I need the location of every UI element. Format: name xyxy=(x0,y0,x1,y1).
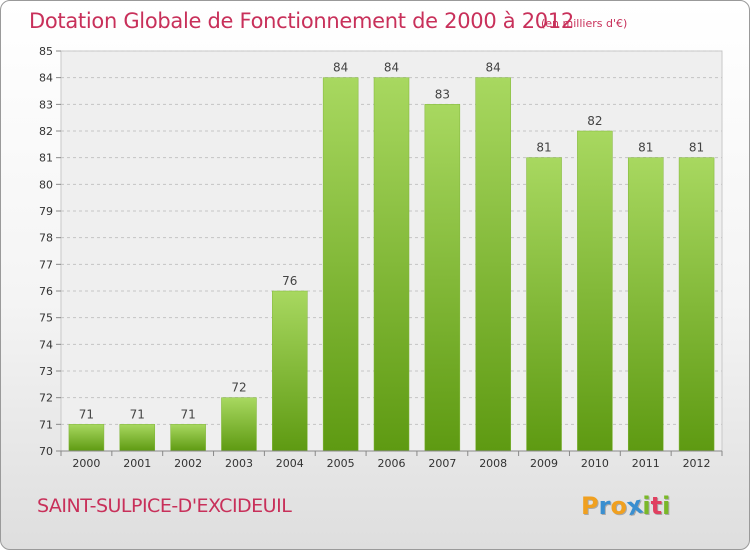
logo-letter: o xyxy=(610,492,627,520)
y-tick-label: 79 xyxy=(39,205,53,218)
logo-letter: P xyxy=(581,492,599,520)
y-tick-label: 78 xyxy=(39,232,53,245)
x-tick-label: 2008 xyxy=(479,457,507,470)
data-label: 76 xyxy=(282,274,297,288)
bar-2003 xyxy=(221,397,257,452)
data-label: 71 xyxy=(180,407,195,421)
y-tick-label: 82 xyxy=(39,125,53,138)
bar-2010 xyxy=(577,130,613,452)
bar-2011 xyxy=(627,157,664,452)
bars: 71 71 71 72 76 84 84 83 84 81 82 81 81 xyxy=(68,61,715,452)
bar-2000 xyxy=(68,424,105,452)
x-tick-label: 2004 xyxy=(276,457,304,470)
bar-2002 xyxy=(170,424,206,452)
y-tick-label: 77 xyxy=(39,258,53,271)
x-tick-label: 2007 xyxy=(428,457,456,470)
data-label: 72 xyxy=(231,381,246,395)
x-tick-label: 2012 xyxy=(683,457,711,470)
data-label: 84 xyxy=(486,61,501,75)
y-tick-label: 70 xyxy=(39,445,53,458)
x-tick-label: 2003 xyxy=(225,457,253,470)
y-tick-label: 76 xyxy=(39,285,53,298)
data-label: 84 xyxy=(333,61,348,75)
y-tick-label: 71 xyxy=(39,418,53,431)
x-tick-label: 2005 xyxy=(327,457,355,470)
logo-letter: r xyxy=(598,492,611,520)
x-tick-label: 2009 xyxy=(530,457,558,470)
bar-2007 xyxy=(424,104,461,452)
y-tick-label: 80 xyxy=(39,178,53,191)
y-tick-label: 85 xyxy=(39,45,53,58)
y-tick-label: 75 xyxy=(39,312,53,325)
x-tick-label: 2011 xyxy=(632,457,660,470)
x-tick-label: 2000 xyxy=(72,457,100,470)
y-tick-label: 74 xyxy=(39,338,53,351)
bar-2004 xyxy=(272,290,308,452)
y-tick-label: 81 xyxy=(39,152,53,165)
commune-name: SAINT-SULPICE-D'EXCIDEUIL xyxy=(37,495,292,517)
y-tick-label: 83 xyxy=(39,98,53,111)
y-tick-label: 73 xyxy=(39,365,53,378)
chart-title: Dotation Globale de Fonctionnement de 20… xyxy=(29,9,574,33)
data-label: 81 xyxy=(536,141,551,155)
proxiti-logo[interactable]: Proxiti xyxy=(581,491,671,522)
data-label: 83 xyxy=(435,87,450,101)
x-tick-label: 2001 xyxy=(123,457,151,470)
bar-2012 xyxy=(678,157,715,452)
logo-letter: i xyxy=(662,492,671,520)
bar-2006 xyxy=(373,77,410,452)
y-tick-label: 72 xyxy=(39,392,53,405)
logo-letter: t xyxy=(650,492,663,520)
data-label: 81 xyxy=(638,141,653,155)
bar-2005 xyxy=(322,77,359,452)
data-label: 71 xyxy=(130,407,145,421)
x-axis: 2000 2001 2002 2003 2004 2005 2006 2007 2008 2009… xyxy=(60,450,723,470)
data-label: 84 xyxy=(384,61,399,75)
y-axis: 70 71 72 73 74 75 76 77 78 79 80 81 82 83 84 85 xyxy=(39,45,61,458)
data-label: 71 xyxy=(79,407,94,421)
bar-2009 xyxy=(526,157,562,452)
y-tick-label: 84 xyxy=(39,72,53,85)
chart-unit: (en milliers d'€) xyxy=(541,17,628,30)
x-tick-label: 2002 xyxy=(174,457,202,470)
data-label: 82 xyxy=(587,114,602,128)
logo-letter: i xyxy=(642,492,651,520)
data-label: 81 xyxy=(689,141,704,155)
bar-2008 xyxy=(475,77,511,452)
x-tick-label: 2006 xyxy=(378,457,406,470)
bar-2001 xyxy=(119,424,156,452)
x-tick-label: 2010 xyxy=(581,457,609,470)
